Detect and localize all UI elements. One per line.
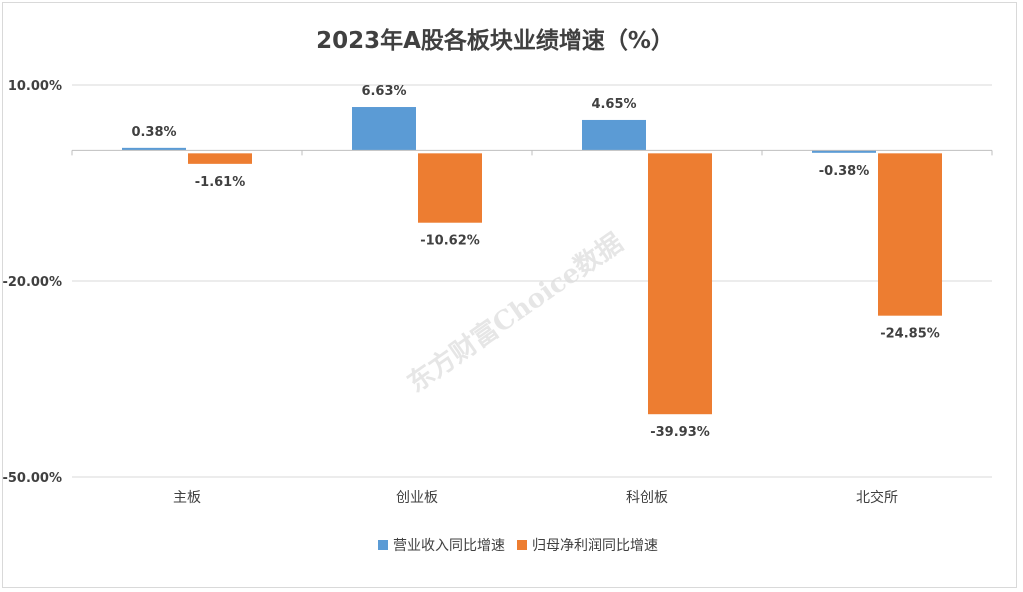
y-axis: 10.00% -20.00% -50.00% xyxy=(2,79,62,486)
category-label: 主板 xyxy=(173,490,201,506)
bar-revenue-2 xyxy=(582,119,646,151)
bar-revenue-3 xyxy=(812,150,876,153)
bar-profit-2 xyxy=(648,153,712,415)
chart-title: 2023年A股各板块业绩增速（%） xyxy=(316,27,674,54)
category-label: 科创板 xyxy=(626,490,668,506)
bar-profit-1 xyxy=(418,153,482,223)
y-tick-label: -50.00% xyxy=(2,471,62,486)
data-label: 4.65% xyxy=(591,97,636,112)
legend-label: 营业收入同比增速 xyxy=(393,538,505,554)
data-label: 0.38% xyxy=(131,125,176,140)
data-label: -1.61% xyxy=(195,175,246,190)
bar-profit-0 xyxy=(188,153,252,164)
watermark: 东方财富Choice数据 xyxy=(402,227,629,399)
data-label: -39.93% xyxy=(650,425,710,440)
data-label: -24.85% xyxy=(880,327,940,342)
gridlines xyxy=(72,84,992,478)
legend: 营业收入同比增速 归母净利润同比增速 xyxy=(378,537,658,554)
category-label: 北交所 xyxy=(856,489,898,506)
category-label: 创业板 xyxy=(396,490,438,506)
bars: 0.38% -1.61% 6.63% -10.62% 4.65% -39.93% -0.38… xyxy=(122,84,942,440)
x-axis: 主板 创业板 科创板 北交所 xyxy=(71,149,993,506)
bar-profit-3 xyxy=(878,153,942,316)
legend-label: 归母净利润同比增速 xyxy=(532,537,658,554)
legend-swatch xyxy=(517,540,527,550)
bar-revenue-1 xyxy=(352,107,416,151)
legend-swatch xyxy=(378,540,388,550)
data-label: 6.63% xyxy=(361,84,406,99)
bar-revenue-0 xyxy=(122,147,186,151)
data-label: -0.38% xyxy=(819,164,870,179)
data-label: -10.62% xyxy=(420,234,480,249)
y-tick-label: 10.00% xyxy=(8,79,62,94)
y-tick-label: -20.00% xyxy=(2,275,62,290)
